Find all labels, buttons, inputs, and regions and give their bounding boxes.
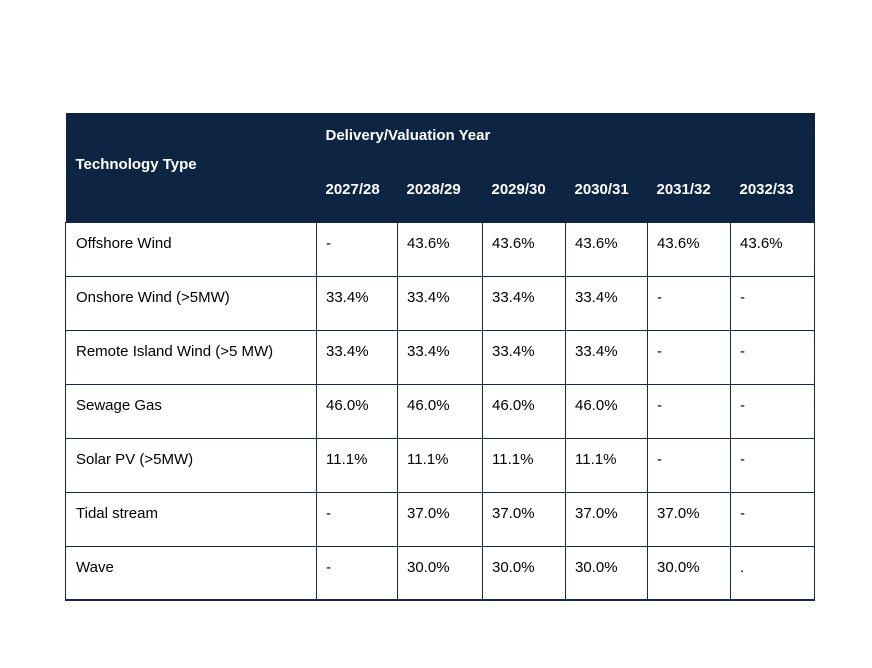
value-cell: 43.6% xyxy=(729,221,816,277)
table-row: Sewage Gas 46.0% 46.0% 46.0% 46.0% - - xyxy=(65,383,816,439)
row-label-cell: Offshore Wind xyxy=(65,221,317,277)
header-row-years: 2027/28 2028/29 2029/30 2030/31 2031/32 2032/… xyxy=(66,168,815,222)
year-header-cell: 2028/29 xyxy=(397,168,483,222)
value-cell: 33.4% xyxy=(565,329,648,385)
value-cell: - xyxy=(729,491,816,547)
column-group-header-delivery-valuation-year: Delivery/Valuation Year xyxy=(316,113,815,168)
value-cell: 43.6% xyxy=(397,221,483,277)
value-cell: - xyxy=(729,437,816,493)
value-cell: - xyxy=(647,437,731,493)
year-header-cell: 2032/33 xyxy=(730,168,815,222)
value-cell: . xyxy=(729,545,816,601)
header-row-group: Technology Type Delivery/Valuation Year xyxy=(65,113,815,222)
technology-reference-price-table: Technology Type Delivery/Valuation Year … xyxy=(65,113,816,601)
row-label-cell: Tidal stream xyxy=(65,491,317,547)
value-cell: 37.0% xyxy=(482,491,566,547)
table-header: Technology Type Delivery/Valuation Year … xyxy=(65,113,815,222)
value-cell: 30.0% xyxy=(565,545,648,601)
value-cell: 30.0% xyxy=(397,545,483,601)
value-cell: 11.1% xyxy=(565,437,648,493)
value-cell: 11.1% xyxy=(482,437,566,493)
value-cell: 37.0% xyxy=(397,491,483,547)
table-body: Offshore Wind -43.6% 43.6% 43.6% 43.6% 43.6% O… xyxy=(65,221,816,601)
value-cell: 46.0% xyxy=(316,383,398,439)
value-cell: - xyxy=(316,545,398,601)
value-cell: - xyxy=(647,383,731,439)
row-label-cell: Onshore Wind (>5MW) xyxy=(65,275,317,331)
value-cell: 37.0% xyxy=(565,491,648,547)
value-cell: - xyxy=(729,275,816,331)
value-cell: - xyxy=(729,383,816,439)
value-cell: - xyxy=(316,221,398,277)
year-header-cell: 2030/31 xyxy=(565,168,648,222)
table-row: Wave -30.0% 30.0% 30.0% 30.0%. xyxy=(65,545,816,601)
year-header-cell: 2029/30 xyxy=(482,168,566,222)
value-cell: 33.4% xyxy=(316,275,398,331)
value-cell: 43.6% xyxy=(482,221,566,277)
value-cell: 33.4% xyxy=(565,275,648,331)
value-cell: - xyxy=(316,491,398,547)
value-cell: 30.0% xyxy=(647,545,731,601)
column-header-technology-type: Technology Type xyxy=(65,113,317,222)
value-cell: 33.4% xyxy=(482,275,566,331)
value-cell: 37.0% xyxy=(647,491,731,547)
row-label-cell: Sewage Gas xyxy=(65,383,317,439)
value-cell: 33.4% xyxy=(397,275,483,331)
row-label-cell: Solar PV (>5MW) xyxy=(65,437,317,493)
value-cell: - xyxy=(729,329,816,385)
value-cell: 33.4% xyxy=(482,329,566,385)
value-cell: 43.6% xyxy=(565,221,648,277)
table-row: Onshore Wind (>5MW) 33.4% 33.4% 33.4% 33.4% -… xyxy=(65,275,816,331)
table-row: Solar PV (>5MW) 11.1% 11.1% 11.1% 11.1% - - xyxy=(65,437,816,493)
value-cell: 33.4% xyxy=(397,329,483,385)
value-cell: 46.0% xyxy=(397,383,483,439)
value-cell: 46.0% xyxy=(482,383,566,439)
year-header-cell: 2027/28 xyxy=(316,168,398,222)
year-header-cell: 2031/32 xyxy=(647,168,731,222)
value-cell: 11.1% xyxy=(397,437,483,493)
value-cell: 43.6% xyxy=(647,221,731,277)
value-cell: 46.0% xyxy=(565,383,648,439)
row-label-cell: Remote Island Wind (>5 MW) xyxy=(65,329,317,385)
value-cell: 30.0% xyxy=(482,545,566,601)
value-cell: - xyxy=(647,329,731,385)
value-cell: - xyxy=(647,275,731,331)
table-row: Tidal stream -37.0% 37.0% 37.0% 37.0% - xyxy=(65,491,816,547)
table-row: Offshore Wind -43.6% 43.6% 43.6% 43.6% 43.6% xyxy=(65,221,816,277)
value-cell: 33.4% xyxy=(316,329,398,385)
value-cell: 11.1% xyxy=(316,437,398,493)
row-label-cell: Wave xyxy=(65,545,317,601)
table-row: Remote Island Wind (>5 MW) 33.4% 33.4% 33.4… xyxy=(65,329,816,385)
